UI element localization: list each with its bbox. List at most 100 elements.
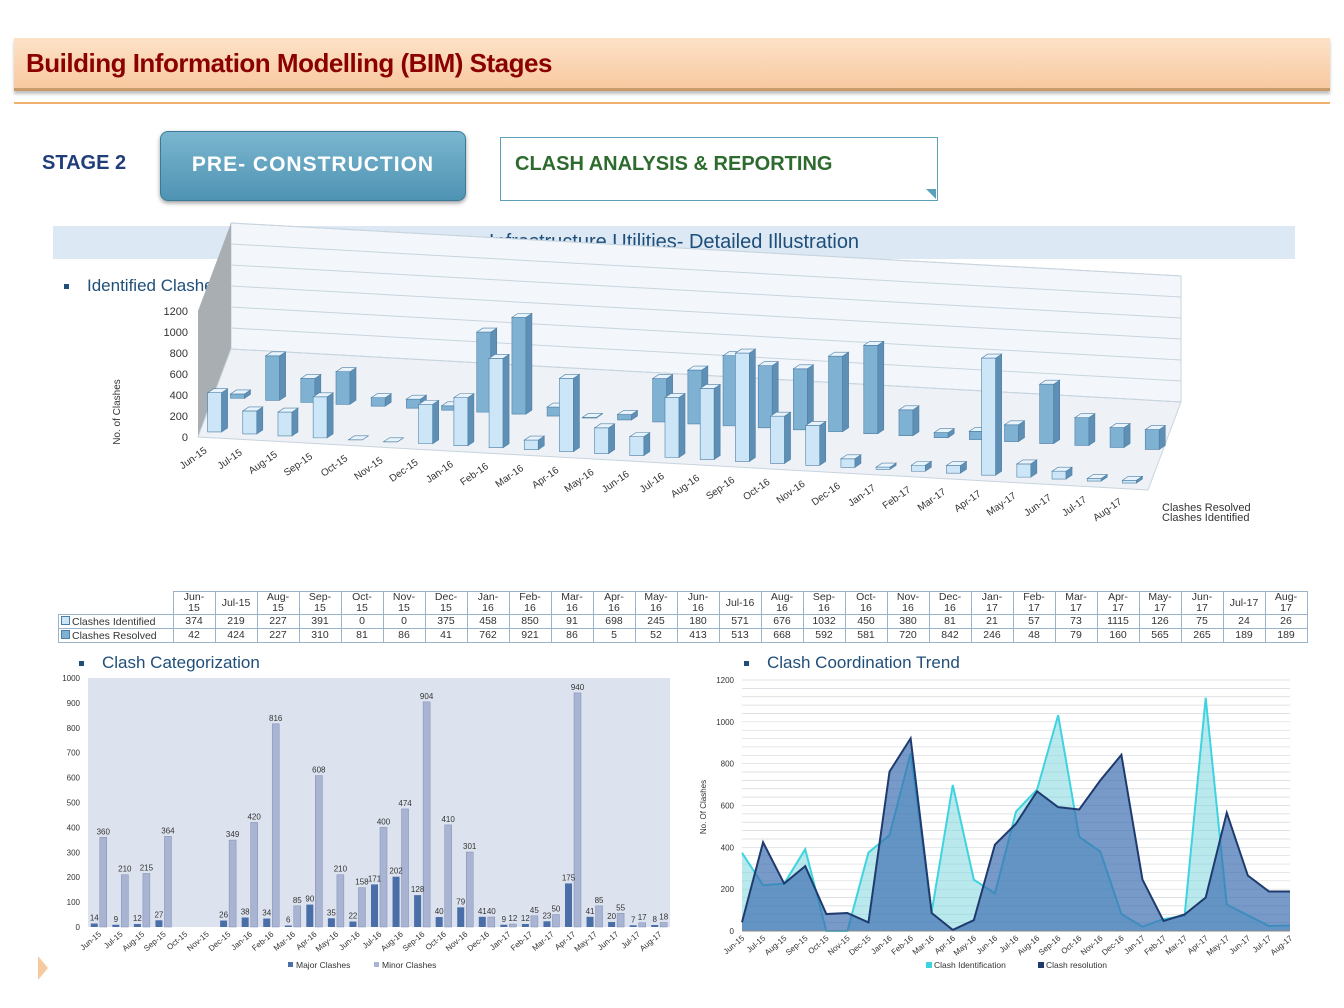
bar-identified (559, 378, 574, 452)
bar-resolved (1004, 424, 1019, 442)
resolved-legend-swatch (61, 629, 70, 639)
gridline (230, 306, 1182, 361)
bar-resolved-top (1003, 420, 1026, 426)
x-tick-label: Jan-16 (869, 933, 894, 956)
data-label-major: 22 (348, 912, 357, 921)
table-header-cell: Jul-15 (214, 591, 258, 615)
y-tick-label: 500 (67, 799, 81, 808)
legend-resolved: Clashes Resolved (1162, 502, 1251, 514)
bar-resolved (722, 355, 738, 427)
bar-minor (616, 913, 625, 928)
y-tick-label: 1000 (62, 674, 80, 683)
table-cell: 450 (844, 614, 888, 629)
bar-minor (315, 775, 323, 928)
data-label-major: 90 (305, 895, 314, 904)
table-cell: 310 (298, 628, 342, 643)
y-tick-label: 900 (67, 699, 81, 708)
bar-identified-top (734, 348, 757, 354)
bar-resolved (265, 355, 280, 401)
data-label-major: 9 (502, 915, 507, 924)
x-tick-label: Aug-17 (638, 929, 664, 953)
table-cell: 1115 (1096, 614, 1140, 629)
table-cell: 424 (214, 628, 258, 643)
table-header-cell: May- 17 (1138, 591, 1182, 615)
x-tick-label: Jun-17 (1022, 492, 1054, 519)
bar-identified-top (804, 421, 827, 426)
bar-major (112, 924, 120, 927)
legend-swatch-identification (926, 962, 932, 968)
bar-identified (418, 404, 434, 445)
bar-resolved-top (1073, 413, 1096, 418)
table-cell: 189 (1222, 628, 1266, 643)
x-tick-label: May-17 (1205, 933, 1232, 957)
table-header-row: Jun- 15 Jul-15 Aug- 15 Sep- 15 Oct- 15 Nov- 15 Dec-… (59, 591, 1308, 615)
bar-identified-top (382, 437, 405, 443)
data-label-minor: 410 (441, 815, 455, 824)
data-label-major: 8 (652, 915, 657, 924)
data-label-minor: 40 (487, 907, 496, 916)
bar-resolved (511, 317, 527, 415)
clash-analysis-box: CLASH ANALYSIS & REPORTING (500, 137, 938, 201)
bar-major (414, 895, 422, 927)
bar-resolved (898, 409, 914, 436)
table-cell: 81 (928, 614, 972, 629)
bar-resolved (1039, 383, 1055, 444)
bar-identified (981, 357, 996, 476)
x-tick-label: Aug-16 (1016, 933, 1042, 957)
x-tick-label: Jun-17 (1228, 933, 1253, 956)
bar-resolved-top (862, 341, 885, 346)
table-row-label: Clashes Identified (58, 614, 174, 629)
bar-resolved-top (335, 367, 357, 373)
table-cell: 413 (676, 628, 720, 643)
table-cell: 592 (802, 628, 846, 643)
bar-minor (164, 836, 172, 928)
bar-major (263, 918, 271, 927)
section-title: Clash Coordination Trend (767, 653, 960, 672)
y-tick-label: 1200 (716, 676, 734, 685)
table-cell: 86 (550, 628, 594, 643)
y-tick-label: 800 (67, 724, 81, 733)
bar-identified-top (769, 411, 792, 417)
y-tick-label: 300 (67, 848, 81, 857)
y-tick-label: 1200 (164, 306, 188, 318)
bar-resolved-top (897, 405, 920, 411)
bar-identified (488, 358, 504, 448)
table-cell: 91 (550, 614, 594, 629)
bar-resolved (933, 432, 949, 438)
data-label-minor: 210 (334, 865, 348, 874)
resolution-area (742, 738, 1290, 931)
data-label-minor: 50 (551, 905, 560, 914)
table-cell: 180 (676, 614, 720, 629)
bar-minor (595, 905, 603, 928)
bar-major (284, 925, 292, 927)
table-cell: 265 (1180, 628, 1224, 643)
bar-identified-top (488, 354, 511, 359)
bar-minor (530, 915, 539, 928)
x-tick-label: Aug-15 (121, 929, 147, 953)
x-tick-label: Oct-16 (741, 477, 772, 503)
bar-identified-top (452, 393, 475, 398)
bar-identified-top (241, 406, 264, 412)
bar-minor (358, 887, 366, 928)
bar-resolved-top (792, 364, 815, 370)
bar-resolved (757, 365, 773, 429)
table-header-cell: Aug- 15 (256, 591, 300, 615)
section-clash-trend: Clash Coordination Trend (744, 653, 960, 673)
pre-construction-button[interactable]: PRE- CONSTRUCTION (160, 131, 466, 201)
x-tick-label: Jun-16 (600, 469, 632, 496)
bar-identified-top (1086, 474, 1109, 479)
data-label-major: 7 (631, 915, 636, 924)
gridline (230, 222, 1182, 277)
x-tick-label: Jun-15 (178, 445, 210, 472)
table-header-cell: Nov- 15 (382, 591, 426, 615)
x-tick-label: Aug-17 (1269, 933, 1295, 957)
bar-resolved-side (912, 405, 920, 437)
table-cell: 73 (1054, 614, 1098, 629)
bar-minor (142, 873, 151, 928)
y-tick-label: 600 (170, 369, 188, 381)
bar-minor (465, 851, 474, 928)
bar-resolved-side (877, 340, 885, 435)
bar-identified-side (432, 399, 440, 445)
x-tick-label: Feb-17 (1143, 933, 1169, 957)
y-tick-label: 1000 (164, 327, 188, 339)
